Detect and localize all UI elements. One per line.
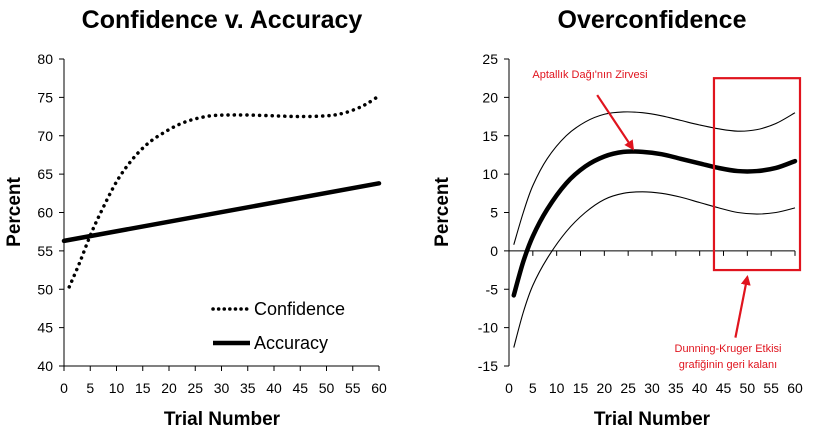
right-y-tick-label: 25 <box>482 51 498 67</box>
right-y-tick-label: 15 <box>482 128 498 144</box>
left-x-tick-label: 60 <box>371 380 387 396</box>
right-x-tick-label: 5 <box>529 380 537 396</box>
left-y-tick-label: 60 <box>37 205 53 221</box>
legend: Confidence Accuracy <box>211 299 345 353</box>
left-x-tick-label: 0 <box>60 380 68 396</box>
left-y-tick-label: 45 <box>37 320 53 336</box>
right-x-tick-label: 20 <box>597 380 613 396</box>
left-x-tick-label: 35 <box>240 380 256 396</box>
left-x-tick-label: 45 <box>292 380 308 396</box>
left-y-tick-label: 55 <box>37 243 53 259</box>
right-y-tick-label: 20 <box>482 89 498 105</box>
annotation-arrow-2 <box>734 275 751 338</box>
left-chart-title: Confidence v. Accuracy <box>82 6 363 34</box>
right-x-tick-label: 25 <box>620 380 636 396</box>
right-y-tick-label: -5 <box>486 281 499 297</box>
right-y-axis-label: Percent <box>432 176 453 246</box>
left-plot-area: 40 45 50 55 60 65 70 75 80 0 5 10 15 20 25 30 35 40 45 50 55… <box>37 51 387 396</box>
right-x-axis-label: Trial Number <box>594 409 711 430</box>
left-y-tick-label: 75 <box>37 89 53 105</box>
right-x-tick-label: 10 <box>549 380 565 396</box>
right-series-overconfidence-line <box>511 149 798 298</box>
right-series-lower-bound-line <box>513 191 796 348</box>
right-y-tick-label: -15 <box>478 358 498 374</box>
right-series-upper-bound-line <box>513 111 796 245</box>
right-y-tick-label: 0 <box>490 243 498 259</box>
right-x-tick-label: 15 <box>573 380 589 396</box>
annotation-arrow-1 <box>596 94 635 151</box>
right-y-tick-label: 5 <box>490 205 498 221</box>
right-x-tick-label: 60 <box>787 380 803 396</box>
legend-confidence-label: Confidence <box>254 299 345 319</box>
right-x-tick-label: 40 <box>692 380 708 396</box>
right-y-tick-label: 10 <box>482 166 498 182</box>
left-x-axis-label: Trial Number <box>164 409 281 430</box>
left-x-tick-label: 20 <box>161 380 177 396</box>
left-x-tick-label: 10 <box>109 380 125 396</box>
left-x-tick-label: 40 <box>266 380 282 396</box>
left-y-tick-label: 80 <box>37 51 53 67</box>
left-x-tick-label: 5 <box>86 380 94 396</box>
left-y-tick-label: 70 <box>37 128 53 144</box>
annotation-rest-text-line1: Dunning-Kruger Etkisi <box>675 343 782 355</box>
left-y-tick-label: 65 <box>37 166 53 182</box>
left-y-tick-label: 40 <box>37 358 53 374</box>
left-series-confidence-line <box>67 94 381 289</box>
right-chart-title: Overconfidence <box>558 6 747 34</box>
left-series-accuracy-line <box>61 181 382 244</box>
left-x-tick-label: 55 <box>345 380 361 396</box>
left-x-tick-label: 50 <box>319 380 335 396</box>
right-x-tick-label: 45 <box>716 380 732 396</box>
right-x-tick-label: 30 <box>644 380 660 396</box>
annotation-rest-text-line2: grafiğinin geri kalanı <box>679 359 777 371</box>
left-y-axis-label: Percent <box>4 176 25 246</box>
left-x-tick-label: 30 <box>214 380 230 396</box>
highlight-box <box>712 77 802 272</box>
right-x-tick-label: 55 <box>763 380 779 396</box>
right-x-tick-label: 50 <box>740 380 756 396</box>
annotation-peak-text: Aptallık Dağı'nın Zirvesi <box>532 69 647 81</box>
legend-accuracy-label: Accuracy <box>254 333 328 353</box>
left-y-tick-label: 50 <box>37 281 53 297</box>
left-x-tick-label: 25 <box>187 380 203 396</box>
right-x-tick-label: 0 <box>505 380 513 396</box>
right-x-tick-label: 35 <box>668 380 684 396</box>
left-x-tick-label: 15 <box>135 380 151 396</box>
right-y-tick-label: -10 <box>478 320 498 336</box>
